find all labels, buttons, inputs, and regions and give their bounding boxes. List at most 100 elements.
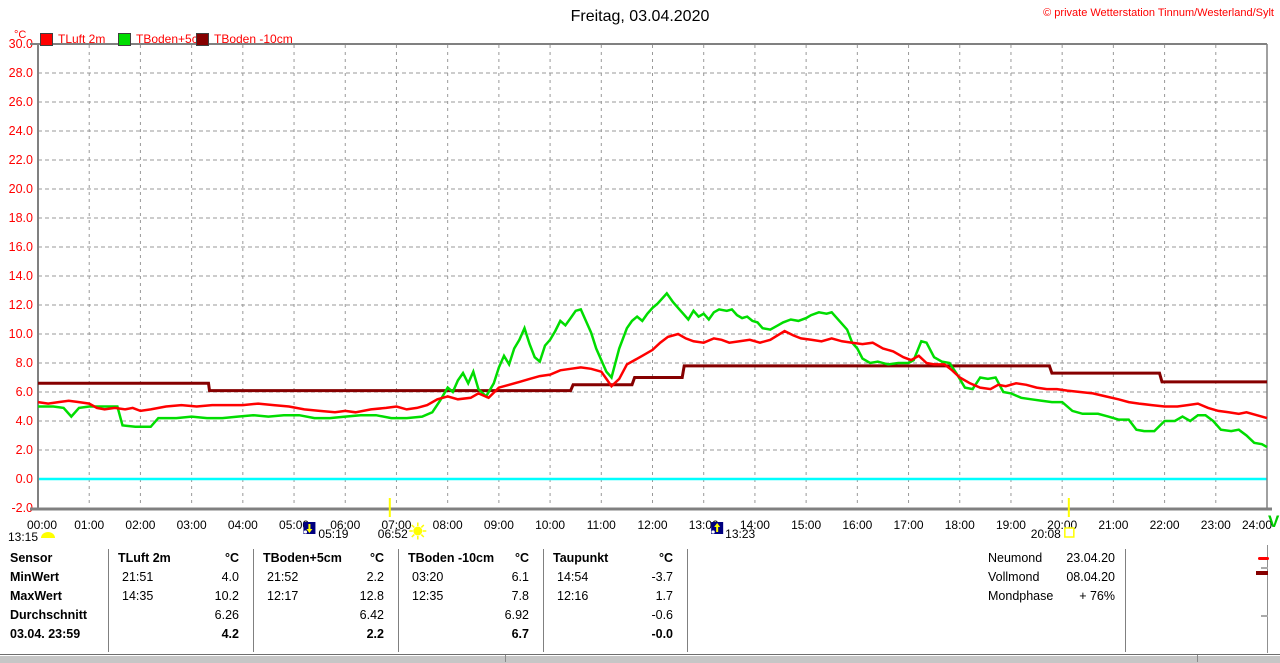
table-col-header: TBoden -10cm xyxy=(408,551,495,565)
table-temp-value: 12.8 xyxy=(359,589,384,603)
legend-label: TBoden+5cm xyxy=(136,32,208,46)
temperature-chart: 30.0 28.0 26.0 24.0 22.0 20.0 18.0 16.0 14.0 12.0… xyxy=(8,37,1280,544)
x-axis-label: 22:00 xyxy=(1150,518,1180,532)
moon-info-value: 23.04.20 xyxy=(1066,551,1115,565)
table-time-value: 03:20 xyxy=(412,570,444,584)
y-axis-label: 14.0 xyxy=(9,269,33,283)
bottom-scrollbar[interactable] xyxy=(0,654,1280,663)
y-axis-label: 6.0 xyxy=(16,385,33,399)
x-axis-label: 10:00 xyxy=(535,518,565,532)
moon-info-label: Vollmond xyxy=(988,570,1040,584)
table-row-label: Sensor xyxy=(10,551,53,565)
mini-grid-dash xyxy=(1261,567,1268,569)
table-row-label: MinWert xyxy=(10,570,60,584)
sun-ray xyxy=(411,524,415,528)
sun-ray xyxy=(411,534,415,538)
table-temp-value: -0.6 xyxy=(651,608,673,622)
sunrise-time: 06:52 xyxy=(378,527,408,541)
y-axis-label: 18.0 xyxy=(9,211,33,225)
moonset-arrowhead xyxy=(306,529,313,533)
series-tluft-2m xyxy=(37,329,1268,420)
table-time-value: 21:51 xyxy=(122,570,154,584)
legend-swatch-red-icon xyxy=(40,32,53,46)
x-axis-label: 07:00 xyxy=(381,518,411,532)
y-axis-label: 8.0 xyxy=(16,356,33,370)
table-temp-value: 6.92 xyxy=(504,608,529,622)
sunset-time: 20:08 xyxy=(1031,527,1061,541)
x-axis-label: 03:00 xyxy=(177,518,207,532)
x-axis-label: 16:00 xyxy=(842,518,872,532)
moonrise-crescent xyxy=(711,530,715,534)
sunrise-sun-icon xyxy=(413,526,423,536)
table-time-value: 14:35 xyxy=(122,589,154,603)
table-temp-value: -3.7 xyxy=(651,570,673,584)
y-axis-label: -2.0 xyxy=(11,501,33,515)
table-temp-value: 7.8 xyxy=(511,589,529,603)
table-temp-value: 10.2 xyxy=(214,589,239,603)
sunset-icon xyxy=(1064,527,1075,538)
x-axis-label: 02:00 xyxy=(125,518,155,532)
table-time-value: 14:54 xyxy=(557,570,589,584)
table-separator xyxy=(543,549,544,652)
sun-ray xyxy=(420,534,425,538)
moonrise-arrowhead xyxy=(714,523,721,527)
mini-darkred-mark xyxy=(1256,571,1268,575)
table-col-unit: °C xyxy=(658,551,673,565)
moon-info-label: Neumond xyxy=(988,551,1043,565)
y-axis-label: 2.0 xyxy=(16,443,33,457)
y-axis-label: 0.0 xyxy=(16,472,33,486)
scrollbar-divider xyxy=(1197,655,1198,662)
x-axis-label: 11:00 xyxy=(587,518,616,532)
x-axis-label: 06:00 xyxy=(330,518,360,532)
y-axis-label: 30.0 xyxy=(9,37,33,51)
moon-culmination-time: 13:15 xyxy=(8,530,38,544)
legend-item-tluft: TLuft 2m xyxy=(40,32,105,46)
x-axis-label: 09:00 xyxy=(484,518,514,532)
x-axis-label: 19:00 xyxy=(996,518,1026,532)
moon-info-value: 08.04.20 xyxy=(1066,570,1115,584)
page-title: Freitag, 03.04.2020 xyxy=(570,8,710,25)
mini-grid-dash xyxy=(1261,615,1268,617)
table-temp-value: 6.26 xyxy=(214,608,239,622)
legend-label: TBoden -10cm xyxy=(214,32,293,46)
table-separator xyxy=(398,549,399,652)
table-separator xyxy=(253,549,254,652)
y-axis-label: 16.0 xyxy=(9,240,33,254)
y-axis-unit: °C xyxy=(14,29,27,41)
x-axis-label: 18:00 xyxy=(945,518,975,532)
table-time-value: 12:35 xyxy=(412,589,444,603)
table-col-unit: °C xyxy=(514,551,529,565)
y-axis-label: 28.0 xyxy=(9,66,33,80)
y-axis-label: 26.0 xyxy=(9,95,33,109)
y-axis-label: 12.0 xyxy=(9,298,33,312)
end-marker-icon[interactable]: V xyxy=(1268,512,1280,531)
x-axis-label: 00:00 xyxy=(27,518,57,532)
moon-info-value: + 76% xyxy=(1079,589,1115,603)
x-axis-label: 24:00 xyxy=(1242,518,1272,532)
table-col-unit: °C xyxy=(369,551,384,565)
half-sun-icon xyxy=(41,532,55,538)
mini-red-mark xyxy=(1258,557,1269,560)
table-col-header: TLuft 2m xyxy=(118,551,171,565)
sun-ray xyxy=(420,524,425,528)
series-tboden--10cm xyxy=(38,364,1267,393)
y-axis-label: 22.0 xyxy=(9,153,33,167)
y-axis-label: 20.0 xyxy=(9,182,33,196)
scrollbar-divider xyxy=(505,655,506,662)
table-col-header: TBoden+5cm xyxy=(263,551,342,565)
table-temp-value: 6.42 xyxy=(359,608,384,622)
series-tboden+5cm xyxy=(38,291,1268,449)
x-axis-label: 05:00 xyxy=(279,518,309,532)
table-temp-value: 1.7 xyxy=(655,589,673,603)
table-time-value: 12:17 xyxy=(267,589,299,603)
table-row-label: Durchschnitt xyxy=(10,608,88,622)
right-edge-line xyxy=(1267,545,1268,653)
table-temp-value: 6.7 xyxy=(511,627,529,641)
moonset-crescent xyxy=(303,530,308,534)
moonrise-time: 13:23 xyxy=(725,527,755,541)
x-axis-label: 17:00 xyxy=(894,518,924,532)
table-temp-value: 2.2 xyxy=(366,627,384,641)
table-separator xyxy=(108,549,109,652)
legend-swatch-green-icon xyxy=(118,32,131,46)
